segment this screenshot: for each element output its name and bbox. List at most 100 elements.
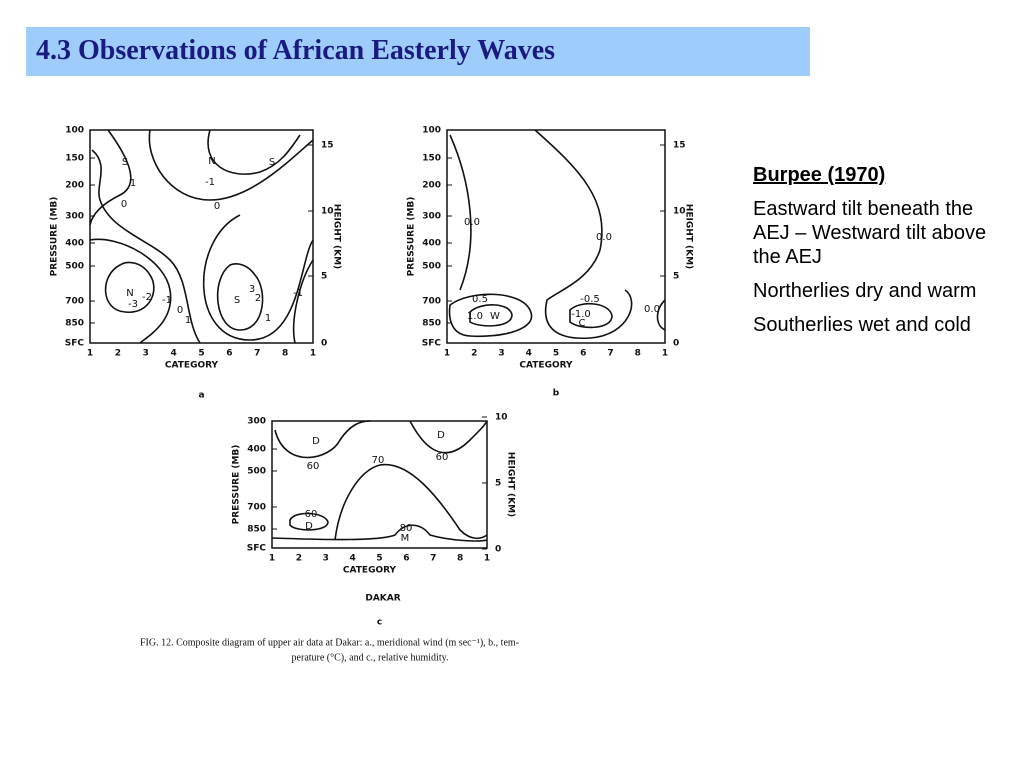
category-tick-label: 4	[526, 349, 532, 359]
contour-label: 3	[249, 284, 255, 295]
contour-line	[89, 129, 132, 226]
pressure-tick-label: 500	[65, 262, 84, 272]
contour-label: 0.0	[644, 304, 660, 315]
contour-label: 60	[436, 452, 449, 463]
contour-line	[216, 263, 264, 331]
contour-label: -3	[128, 299, 138, 310]
contour-line	[148, 129, 314, 201]
category-tick-label: 3	[323, 554, 329, 564]
pressure-tick-label: 150	[422, 154, 441, 164]
pressure-tick-label: 850	[65, 319, 84, 329]
contour-label: N	[208, 156, 215, 167]
contour-label: 80	[400, 523, 413, 534]
contour-label: -1	[293, 288, 303, 299]
category-tick-label: 4	[170, 349, 176, 359]
pressure-tick-label: SFC	[247, 544, 267, 554]
contour-label: 0	[121, 199, 127, 210]
pressure-tick-label: 700	[247, 503, 266, 513]
pressure-tick-label: SFC	[65, 339, 85, 349]
category-tick-label: 1	[269, 554, 275, 564]
panel-frame	[271, 420, 488, 549]
contour-label: 70	[372, 455, 385, 466]
contour-line	[409, 420, 488, 454]
height-tick-label: 15	[321, 141, 334, 151]
height-tick-label: 0	[321, 339, 327, 349]
contour-line	[448, 293, 533, 338]
y2-axis-label: HEIGHT (KM)	[332, 204, 342, 269]
category-tick-label: 5	[198, 349, 204, 359]
contour-label: 0	[177, 305, 183, 316]
pressure-tick-label: 300	[247, 417, 266, 427]
category-tick-label: 6	[403, 554, 409, 564]
contour-line	[89, 238, 172, 344]
category-tick-label: 3	[498, 349, 504, 359]
contour-label: D	[312, 436, 320, 447]
pressure-tick-label: 200	[422, 181, 441, 191]
pressure-tick-label: 850	[247, 525, 266, 535]
contour-line	[334, 463, 488, 541]
contour-label: M	[401, 533, 410, 544]
contour-line	[469, 304, 513, 327]
pressure-tick-label: 150	[65, 154, 84, 164]
contour-label: 0.5	[472, 294, 488, 305]
x-axis-label: CATEGORY	[343, 566, 397, 576]
contour-label: 2	[255, 293, 261, 304]
pressure-tick-label: 500	[247, 467, 266, 477]
contour-label: 0.0	[464, 217, 480, 228]
height-tick-label: 5	[321, 272, 327, 282]
notes-heading: Burpee (1970)	[753, 164, 886, 186]
contour-line	[656, 299, 666, 331]
note: Northerlies dry and warm	[753, 280, 977, 302]
contour-line	[289, 512, 329, 531]
pressure-tick-label: 100	[65, 126, 84, 136]
contour-label: 60	[307, 461, 320, 472]
y-axis-label: PRESSURE (MB)	[232, 445, 242, 525]
contour-label: -0.5	[580, 294, 600, 305]
notes: Burpee (1970) Eastward tilt beneath the …	[753, 163, 1001, 347]
pressure-tick-label: 850	[422, 319, 441, 329]
contour-label: C	[579, 318, 586, 329]
contour-label: 60	[305, 509, 318, 520]
contour-line	[292, 259, 314, 344]
contour-label: N	[126, 288, 133, 299]
height-tick-label: 0	[673, 339, 679, 349]
panel-frame	[89, 129, 314, 344]
category-tick-label: 4	[349, 554, 355, 564]
category-tick-label: 1	[87, 349, 93, 359]
pressure-tick-label: 100	[422, 126, 441, 136]
category-tick-label: 2	[471, 349, 477, 359]
category-tick-label: 2	[296, 554, 302, 564]
contour-line	[534, 129, 633, 340]
contour-label: 1	[265, 313, 271, 324]
panel-frame	[446, 129, 666, 344]
category-tick-label: 7	[607, 349, 613, 359]
height-tick-label: 15	[673, 141, 686, 151]
y-axis-label: PRESSURE (MB)	[50, 197, 60, 277]
category-tick-label: 6	[580, 349, 586, 359]
contour-line	[271, 524, 488, 542]
pressure-tick-label: 400	[65, 239, 84, 249]
category-tick-label: 7	[254, 349, 260, 359]
category-tick-label: 1	[444, 349, 450, 359]
height-tick-label: 5	[495, 479, 501, 489]
x-axis-label: CATEGORY	[519, 361, 573, 371]
panel-letter: c	[377, 618, 382, 628]
category-tick-label: 5	[376, 554, 382, 564]
height-tick-label: 5	[673, 272, 679, 282]
contour-label: -1.0	[571, 309, 591, 320]
pressure-tick-label: 400	[247, 445, 266, 455]
title-bar: 4.3 Observations of African Easterly Wav…	[26, 27, 810, 76]
category-tick-label: 8	[635, 349, 641, 359]
category-tick-label: 1	[310, 349, 316, 359]
contour-label: S	[234, 295, 240, 306]
pressure-tick-label: 700	[65, 297, 84, 307]
contour-label: 1.0	[467, 311, 483, 322]
caption: perature (°C), and c., relative humidity…	[292, 652, 449, 663]
contour-label: 1	[185, 315, 191, 326]
category-tick-label: 3	[143, 349, 149, 359]
panel-title: DAKAR	[365, 594, 400, 604]
category-tick-label: 2	[115, 349, 121, 359]
contour-line	[569, 303, 613, 329]
contour-label: W	[490, 311, 500, 322]
height-tick-label: 0	[495, 545, 501, 555]
